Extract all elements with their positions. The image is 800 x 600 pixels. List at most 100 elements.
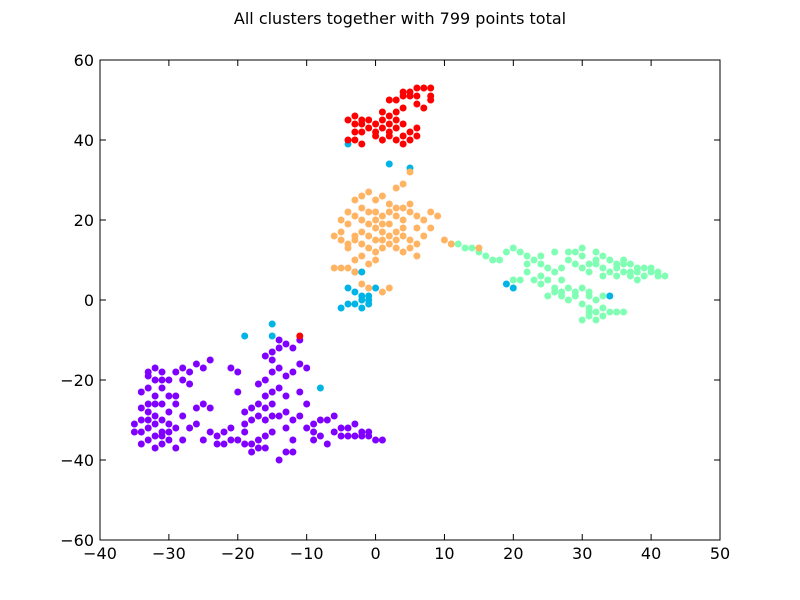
data-point: [385, 132, 393, 140]
data-point: [206, 404, 214, 412]
data-point: [626, 260, 634, 268]
data-point: [330, 412, 338, 420]
data-point: [358, 280, 366, 288]
data-point: [378, 116, 386, 124]
data-point: [592, 296, 600, 304]
x-tick-label: −40: [83, 544, 117, 563]
data-point: [461, 244, 469, 252]
data-point: [289, 448, 297, 456]
data-point: [358, 216, 366, 224]
data-point: [227, 436, 235, 444]
data-point: [523, 268, 531, 276]
data-point: [413, 212, 421, 220]
data-point: [144, 416, 152, 424]
data-point: [358, 240, 366, 248]
data-point: [316, 432, 324, 440]
data-point: [378, 124, 386, 132]
data-point: [413, 100, 421, 108]
data-point: [365, 232, 373, 240]
data-point: [537, 280, 545, 288]
data-point: [385, 220, 393, 228]
data-point: [261, 404, 269, 412]
data-point: [358, 140, 366, 148]
data-point: [254, 380, 262, 388]
data-point: [365, 124, 373, 132]
data-point: [620, 268, 628, 276]
data-point: [351, 420, 359, 428]
data-point: [620, 308, 628, 316]
data-point: [172, 392, 180, 400]
data-point: [399, 140, 407, 148]
data-point: [413, 132, 421, 140]
data-point: [385, 232, 393, 240]
data-point: [351, 128, 359, 136]
data-point: [537, 252, 545, 260]
data-point: [420, 84, 428, 92]
data-point: [592, 248, 600, 256]
data-point: [358, 268, 366, 276]
data-point: [564, 296, 572, 304]
data-point: [268, 356, 276, 364]
data-point: [241, 440, 249, 448]
data-point: [385, 200, 393, 208]
data-point: [289, 368, 297, 376]
data-point: [427, 84, 435, 92]
data-point: [599, 292, 607, 300]
data-point: [571, 248, 579, 256]
data-point: [544, 292, 552, 300]
data-point: [385, 208, 393, 216]
data-point: [337, 432, 345, 440]
data-point: [358, 304, 366, 312]
data-point: [406, 128, 414, 136]
data-point: [275, 344, 283, 352]
data-point: [413, 92, 421, 100]
data-point: [502, 248, 510, 256]
data-point: [268, 368, 276, 376]
y-tick-label: −20: [60, 371, 94, 390]
data-point: [365, 260, 373, 268]
data-point: [296, 388, 304, 396]
y-tick-label: 60: [74, 51, 94, 70]
data-point: [365, 244, 373, 252]
data-point: [151, 444, 159, 452]
data-point: [254, 436, 262, 444]
data-point: [599, 264, 607, 272]
data-point: [337, 304, 345, 312]
data-point: [310, 428, 318, 436]
data-point: [289, 344, 297, 352]
data-point: [165, 436, 173, 444]
data-point: [323, 416, 331, 424]
x-tick-label: 10: [434, 544, 454, 563]
data-point: [378, 244, 386, 252]
data-point: [578, 300, 586, 308]
data-point: [137, 440, 145, 448]
data-point: [434, 212, 442, 220]
data-point: [482, 252, 490, 260]
y-tick-label: −40: [60, 451, 94, 470]
data-point: [599, 272, 607, 280]
data-point: [647, 264, 655, 272]
data-point: [365, 220, 373, 228]
data-point: [227, 424, 235, 432]
data-point: [275, 384, 283, 392]
data-point: [571, 292, 579, 300]
chart-title: All clusters together with 799 points to…: [233, 9, 567, 28]
data-point: [206, 428, 214, 436]
data-point: [640, 272, 648, 280]
data-point: [599, 304, 607, 312]
data-point: [172, 368, 180, 376]
data-point: [268, 412, 276, 420]
data-point: [344, 220, 352, 228]
data-point: [227, 364, 235, 372]
data-point: [406, 236, 414, 244]
data-point: [372, 208, 380, 216]
data-point: [261, 392, 269, 400]
data-point: [165, 428, 173, 436]
data-point: [337, 228, 345, 236]
y-tick-label: −60: [60, 531, 94, 550]
data-point: [413, 124, 421, 132]
data-point: [372, 196, 380, 204]
data-point: [420, 104, 428, 112]
data-point: [551, 248, 559, 256]
data-point: [654, 268, 662, 276]
